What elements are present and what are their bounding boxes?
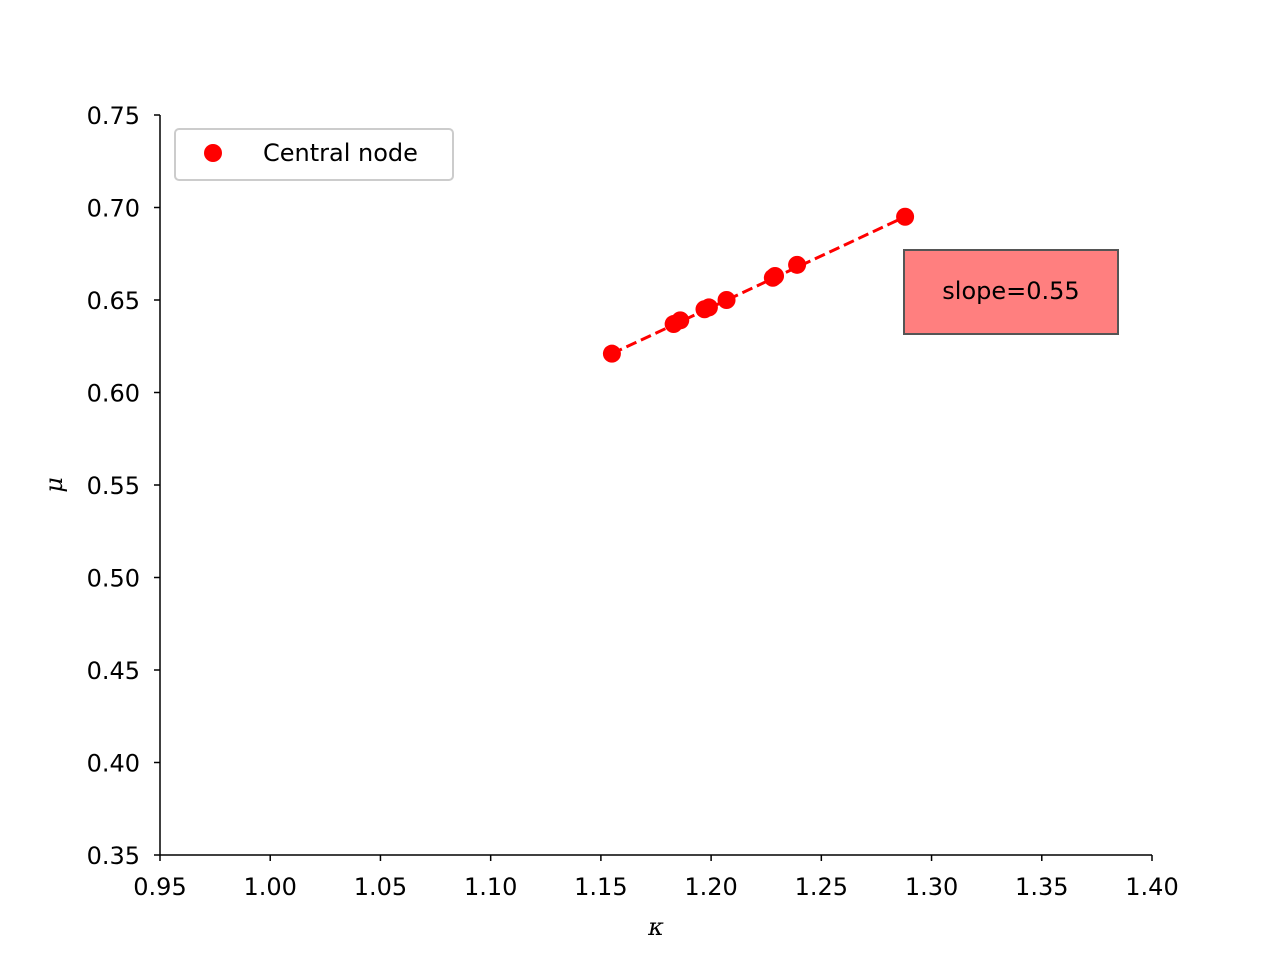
x-tick-label: 1.25 <box>795 873 848 901</box>
fit-line-layer <box>611 215 906 356</box>
y-ticks: 0.35 0.40 0.45 0.50 0.55 0.60 0.65 0.70 0.75 <box>87 102 160 870</box>
y-tick-label: 0.70 <box>87 195 140 223</box>
slope-annotation-text: slope=0.55 <box>942 277 1079 305</box>
slope-annotation-box <box>903 249 1119 335</box>
x-axis-title: κ <box>647 913 664 941</box>
y-tick-label: 0.45 <box>87 657 140 685</box>
y-tick-label: 0.65 <box>87 287 140 315</box>
legend-marker-central-node <box>204 144 222 162</box>
x-tick-label: 1.40 <box>1125 873 1178 901</box>
x-tick-label: 1.00 <box>244 873 297 901</box>
data-point <box>896 207 915 226</box>
y-tick-label: 0.40 <box>87 750 140 778</box>
legend-label-central-node: Central node <box>263 139 418 167</box>
y-tick-label: 0.35 <box>87 842 140 870</box>
x-tick-label: 1.20 <box>684 873 737 901</box>
x-tick-label: 1.30 <box>905 873 958 901</box>
data-points <box>602 207 915 363</box>
legend: Central node <box>174 128 454 181</box>
y-tick-label: 0.50 <box>87 565 140 593</box>
data-point <box>717 291 736 309</box>
x-tick-label: 1.10 <box>464 873 517 901</box>
y-axis-title: μ <box>40 477 68 493</box>
slope-annotation: slope=0.55 <box>903 249 1119 335</box>
y-tick-label: 0.60 <box>87 380 140 408</box>
x-tick-label: 1.05 <box>354 873 407 901</box>
data-point <box>602 344 621 363</box>
x-tick-label: 0.95 <box>133 873 186 901</box>
data-point <box>788 255 807 274</box>
x-ticks: 0.95 1.00 1.05 1.10 1.15 1.20 1.25 1.30 1.35 1.40 <box>133 855 1179 901</box>
data-point <box>766 266 785 285</box>
data-point <box>671 311 690 330</box>
y-tick-label: 0.75 <box>87 102 140 130</box>
y-tick-label: 0.55 <box>87 472 140 500</box>
x-tick-label: 1.15 <box>574 873 627 901</box>
x-tick-label: 1.35 <box>1015 873 1068 901</box>
fit-line <box>611 215 906 356</box>
legend-frame <box>174 128 454 181</box>
data-point <box>699 298 718 317</box>
